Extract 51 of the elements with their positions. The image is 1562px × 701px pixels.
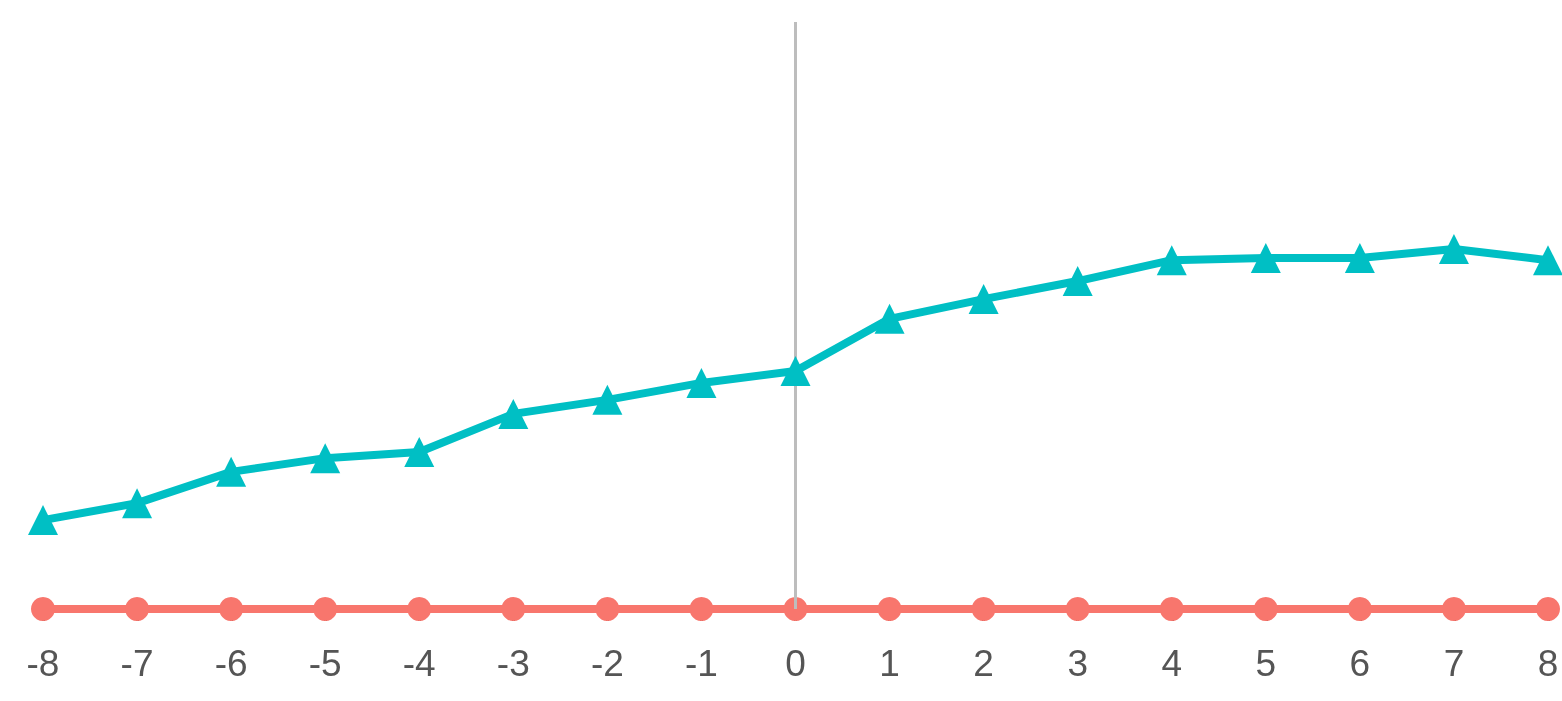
point xyxy=(783,597,808,621)
x-tick-label: -7 xyxy=(120,643,154,684)
x-tick-label: 4 xyxy=(1161,643,1183,684)
point xyxy=(1533,245,1562,276)
point xyxy=(1347,597,1372,621)
point xyxy=(874,303,905,334)
point xyxy=(1438,234,1469,264)
point xyxy=(1250,243,1281,273)
point xyxy=(313,597,338,621)
point xyxy=(28,505,58,536)
point xyxy=(310,443,341,474)
point xyxy=(877,597,902,621)
point xyxy=(592,384,623,415)
point xyxy=(595,597,620,621)
x-tick-label: -4 xyxy=(402,643,436,684)
x-tick-label: -6 xyxy=(214,643,248,684)
point xyxy=(689,597,714,621)
point xyxy=(498,398,529,429)
point xyxy=(1344,243,1375,273)
point xyxy=(407,597,432,621)
x-tick-label: -5 xyxy=(308,643,342,684)
x-tick-label: 0 xyxy=(785,643,806,684)
point xyxy=(1062,266,1093,297)
x-tick-label: 3 xyxy=(1067,643,1088,684)
point xyxy=(125,597,150,621)
point xyxy=(404,437,435,468)
point xyxy=(216,456,247,487)
point xyxy=(1159,597,1184,621)
x-tick-label: 6 xyxy=(1349,643,1371,684)
x-tick-label: -8 xyxy=(26,643,60,684)
point xyxy=(968,284,999,315)
point xyxy=(686,367,717,398)
point xyxy=(1536,597,1560,621)
point xyxy=(219,597,244,621)
point xyxy=(971,597,996,621)
point xyxy=(780,356,811,387)
point xyxy=(1156,245,1187,276)
point xyxy=(122,488,153,519)
x-tick-label: 5 xyxy=(1255,643,1277,684)
x-tick-label: -2 xyxy=(590,643,624,684)
x-tick-label: -3 xyxy=(496,643,530,684)
point xyxy=(1065,597,1090,621)
x-tick-label: 7 xyxy=(1443,643,1465,684)
point xyxy=(1253,597,1278,621)
point xyxy=(501,597,526,621)
point xyxy=(31,597,55,621)
x-tick-label: 1 xyxy=(879,643,900,684)
x-tick-label: -1 xyxy=(684,643,718,684)
x-tick-label: 8 xyxy=(1537,643,1559,684)
point xyxy=(1441,597,1466,621)
x-tick-label: 2 xyxy=(973,643,994,684)
